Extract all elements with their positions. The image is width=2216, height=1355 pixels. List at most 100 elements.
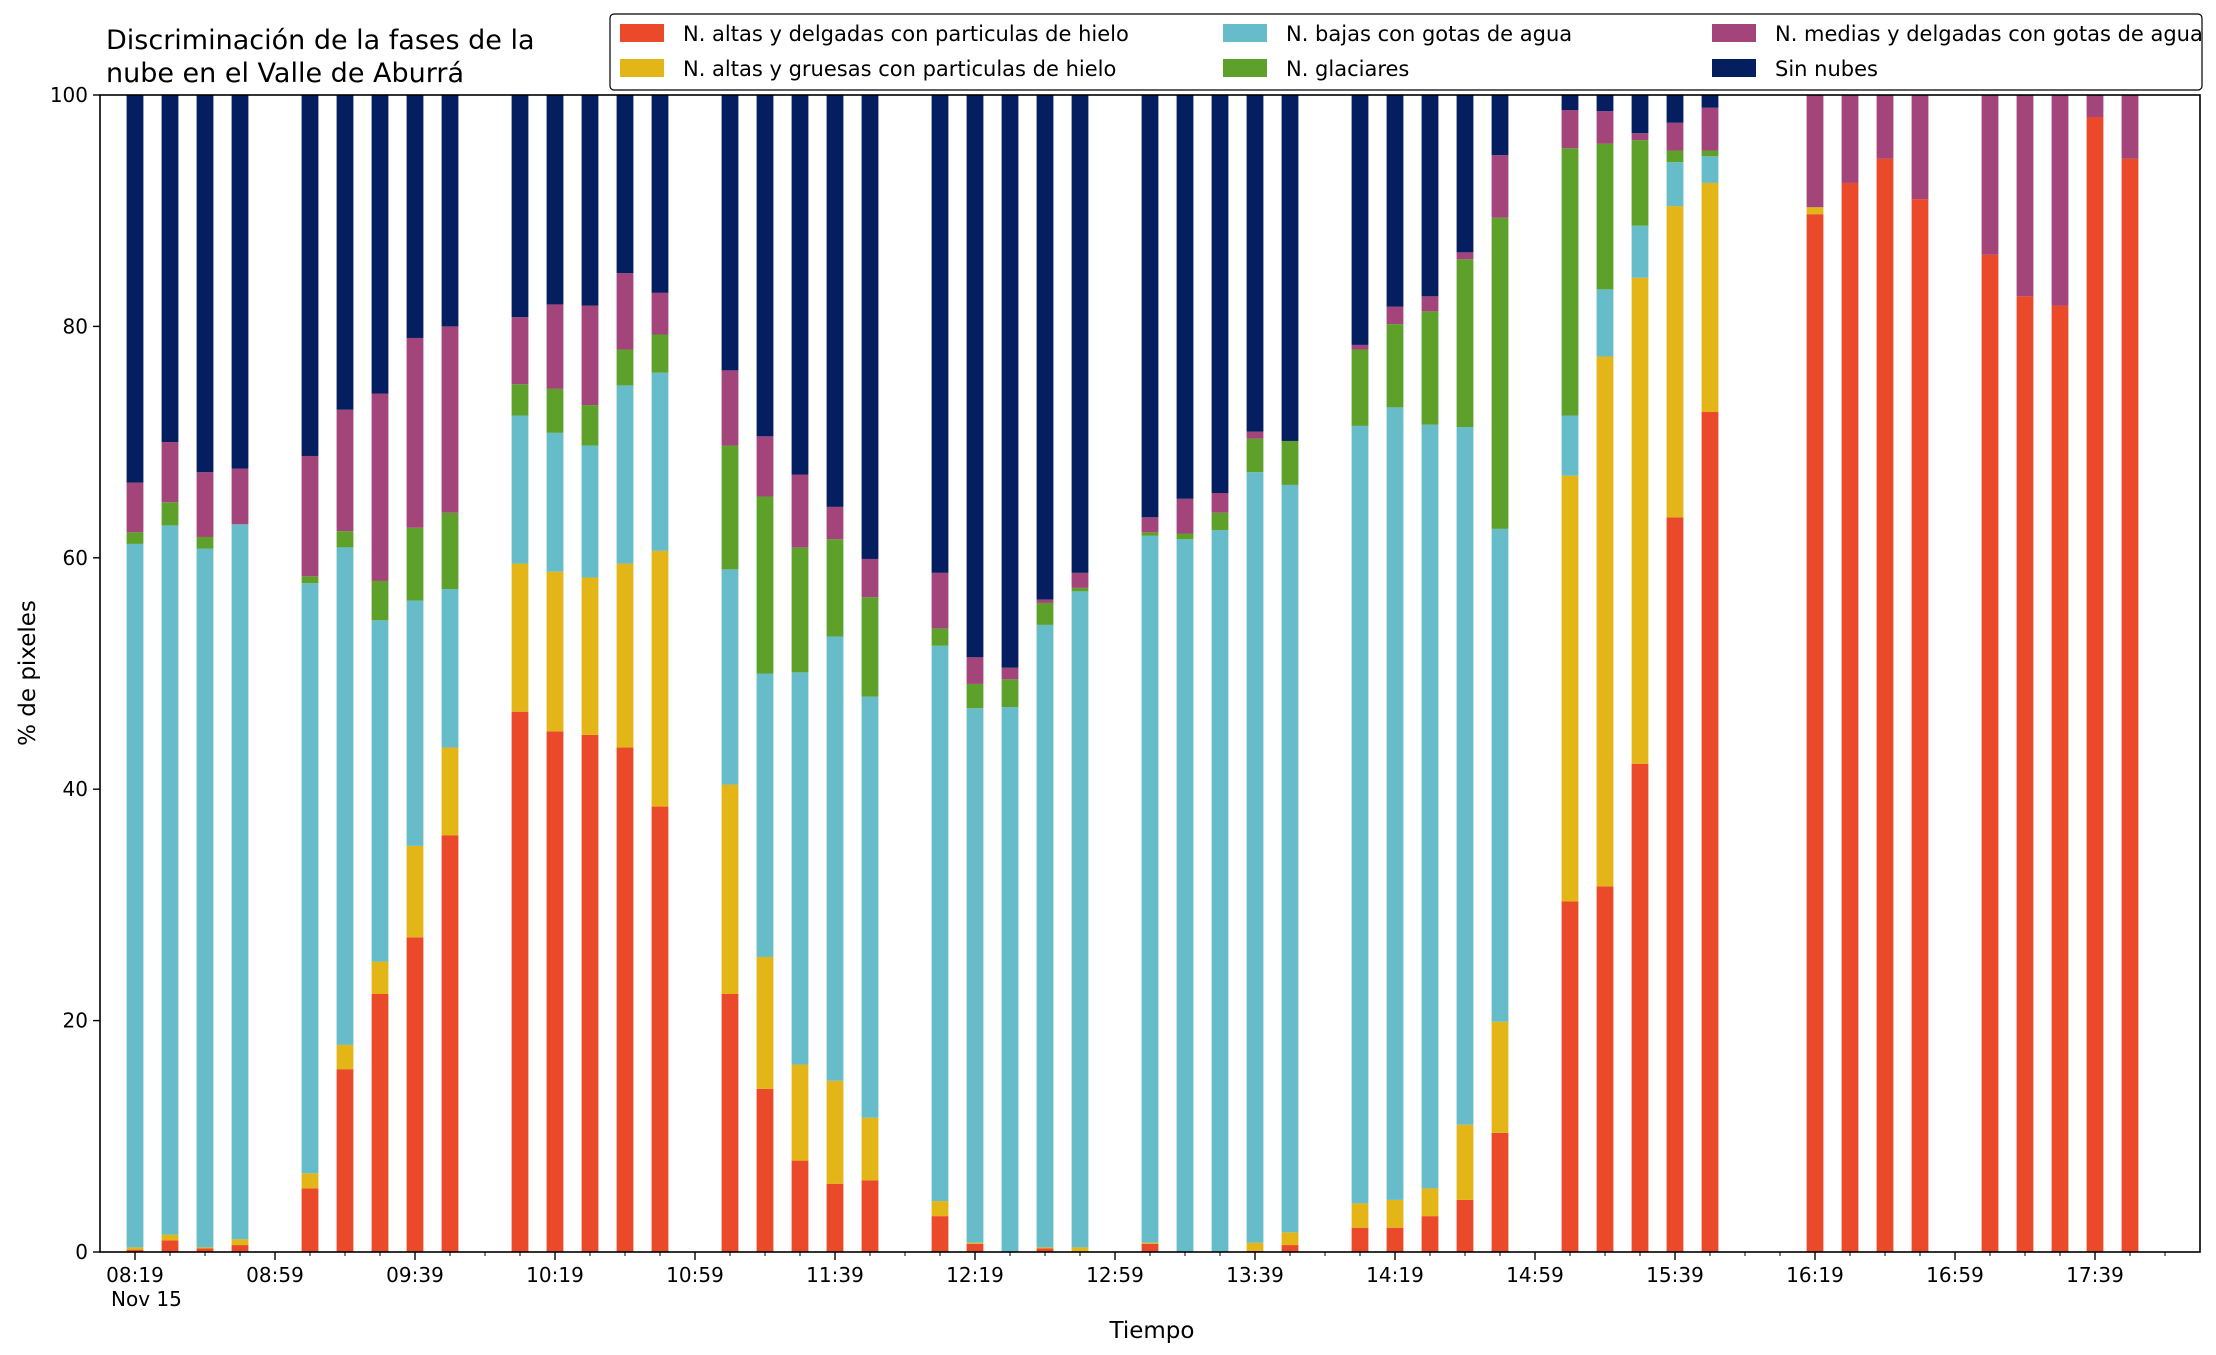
- bars-group: [126, 95, 2139, 1253]
- bar-segment-4-38: [1701, 107, 1719, 151]
- bar-segment-0-5: [336, 1069, 354, 1252]
- bar-segment-2-20: [966, 708, 984, 1243]
- bar-segment-3-18: [861, 597, 879, 697]
- bar-segment-2-13: [651, 372, 669, 551]
- bar-segment-4-22: [1036, 599, 1054, 603]
- bar-segment-5-23: [1071, 95, 1089, 573]
- x-tick-label-13: 16:59: [1926, 1263, 1984, 1287]
- bar-segment-2-31: [1421, 424, 1439, 1189]
- x-tick-label-11: 15:39: [1646, 1263, 1704, 1287]
- bar-segment-0-9: [511, 711, 529, 1252]
- bar-segment-2-7: [406, 600, 424, 846]
- bar-segment-4-44: [2016, 95, 2034, 297]
- y-tick-label-4: 80: [63, 314, 88, 338]
- chart-title-line-2: nube en el Valle de Aburrá: [106, 58, 464, 89]
- bar-segment-4-12: [616, 273, 634, 350]
- bar-segment-2-38: [1701, 156, 1719, 183]
- bar-segment-1-30: [1386, 1199, 1404, 1228]
- bar-segment-2-0: [126, 543, 144, 1248]
- bar-segment-4-43: [1981, 95, 1999, 255]
- bar-segment-1-5: [336, 1044, 354, 1070]
- bar-segment-4-5: [336, 409, 354, 532]
- bar-segment-2-32: [1456, 427, 1474, 1125]
- bar-segment-0-0: [126, 1249, 144, 1252]
- bar-segment-5-33: [1491, 95, 1509, 156]
- bar-segment-4-18: [861, 558, 879, 598]
- bar-segment-1-33: [1491, 1021, 1509, 1133]
- bar-segment-3-36: [1631, 140, 1649, 226]
- bar-segment-2-34: [1561, 415, 1579, 476]
- bar-segment-4-7: [406, 337, 424, 528]
- bar-segment-2-11: [581, 445, 599, 578]
- bar-segment-1-39: [1806, 207, 1824, 215]
- bar-segment-3-23: [1071, 587, 1089, 592]
- bar-segment-4-15: [756, 436, 774, 497]
- bar-segment-3-13: [651, 334, 669, 373]
- x-tick-label-3: 10:19: [526, 1263, 584, 1287]
- bar-segment-0-11: [581, 734, 599, 1252]
- bar-segment-5-36: [1631, 95, 1649, 134]
- bar-segment-3-29: [1351, 349, 1369, 426]
- y-tick-label-5: 100: [50, 83, 88, 107]
- bar-segment-5-16: [791, 95, 809, 475]
- bar-segment-4-16: [791, 474, 809, 548]
- bar-segment-3-19: [931, 628, 949, 646]
- bar-segment-3-11: [581, 405, 599, 446]
- bar-segment-3-16: [791, 547, 809, 673]
- bar-segment-1-22: [1036, 1247, 1054, 1249]
- bar-segment-4-2: [196, 472, 214, 537]
- bar-segment-0-8: [441, 835, 459, 1252]
- bar-segment-2-28: [1281, 484, 1299, 1233]
- bar-segment-5-19: [931, 95, 949, 573]
- bar-segment-3-5: [336, 531, 354, 548]
- bar-segment-3-12: [616, 349, 634, 386]
- bar-segment-4-35: [1596, 111, 1614, 144]
- bar-segment-0-10: [546, 731, 564, 1252]
- x-tick-label-1: 08:59: [246, 1263, 304, 1287]
- x-tick-label-12: 16:19: [1786, 1263, 1844, 1287]
- bar-segment-0-39: [1806, 214, 1824, 1252]
- y-tick-label-3: 60: [63, 546, 88, 570]
- bar-segment-5-29: [1351, 95, 1369, 345]
- bar-segment-0-17: [826, 1183, 844, 1252]
- bar-segment-2-3: [231, 524, 249, 1240]
- bar-segment-4-23: [1071, 572, 1089, 588]
- bar-segment-0-13: [651, 806, 669, 1252]
- x-tick-label-4: 10:59: [666, 1263, 724, 1287]
- bar-segment-1-12: [616, 563, 634, 748]
- bar-segment-0-1: [161, 1240, 179, 1252]
- bar-segment-2-37: [1666, 162, 1684, 207]
- bar-segment-0-44: [2016, 296, 2034, 1252]
- bar-segment-3-2: [196, 536, 214, 549]
- bar-segment-0-15: [756, 1088, 774, 1252]
- legend-swatch-3: [1223, 59, 1267, 77]
- bar-segment-2-26: [1211, 530, 1229, 1252]
- bar-segment-1-9: [511, 563, 529, 712]
- bar-segment-0-28: [1281, 1245, 1299, 1252]
- bar-segment-1-17: [826, 1080, 844, 1184]
- bar-segment-4-36: [1631, 133, 1649, 141]
- legend-label-5: Sin nubes: [1775, 57, 1878, 81]
- bar-segment-1-3: [231, 1239, 249, 1246]
- bar-segment-5-18: [861, 95, 879, 559]
- bar-segment-4-11: [581, 305, 599, 406]
- bar-segment-5-1: [161, 95, 179, 443]
- bar-segment-4-8: [441, 326, 459, 513]
- bar-segment-0-3: [231, 1245, 249, 1252]
- legend-label-2: N. bajas con gotas de agua: [1286, 22, 1572, 46]
- x-axis-label: Tiempo: [1109, 1318, 1195, 1344]
- bar-segment-3-34: [1561, 148, 1579, 416]
- bar-segment-2-8: [441, 589, 459, 748]
- bar-segment-4-40: [1841, 95, 1859, 183]
- bar-segment-1-24: [1141, 1242, 1159, 1244]
- bar-segment-3-28: [1281, 440, 1299, 485]
- bar-segment-0-40: [1841, 182, 1859, 1253]
- bar-segment-5-27: [1246, 95, 1264, 432]
- bar-segment-5-26: [1211, 95, 1229, 494]
- bar-segment-4-26: [1211, 493, 1229, 513]
- bar-segment-4-6: [371, 393, 389, 581]
- bar-segment-3-22: [1036, 602, 1054, 625]
- bar-segment-5-24: [1141, 95, 1159, 518]
- bar-segment-0-16: [791, 1160, 809, 1252]
- bar-segment-4-14: [721, 370, 739, 446]
